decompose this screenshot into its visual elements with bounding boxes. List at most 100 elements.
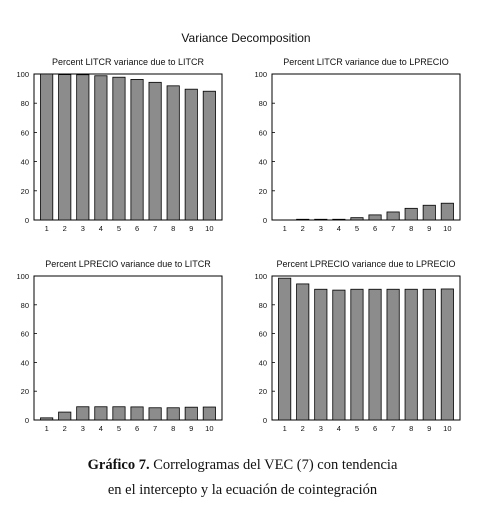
y-tick-label: 60: [21, 128, 29, 137]
x-tick-label: 2: [63, 424, 67, 433]
figure-caption-text1: Correlogramas del VEC (7) con tendencia: [153, 457, 398, 473]
bar: [166, 85, 180, 221]
chart-panel-1: Percent LITCR variance due to LITCR 0 20 40…: [16, 57, 223, 233]
bar: [314, 288, 328, 421]
y-tick-label: 60: [259, 330, 267, 339]
chart-panel-2: Percent LITCR variance due to LPRECIO 0 20…: [254, 57, 461, 233]
x-tick-label: 4: [99, 424, 103, 433]
y-tick-label: 20: [21, 187, 29, 196]
bar: [148, 81, 162, 221]
x-tick-label: 5: [117, 224, 121, 233]
bar: [332, 289, 346, 421]
bar: [130, 406, 144, 421]
bar: [94, 75, 108, 221]
x-tick-label: 3: [81, 224, 85, 233]
bar: [332, 218, 346, 221]
bar: [386, 288, 400, 421]
x-tick-label: 9: [189, 424, 193, 433]
figure-caption-label: Gráfico 7.: [87, 457, 150, 473]
x-tick-label: 7: [153, 224, 157, 233]
bar: [130, 79, 144, 221]
x-tick-label: 9: [189, 224, 193, 233]
bar: [368, 214, 382, 221]
bar: [440, 202, 454, 221]
x-tick-label: 4: [99, 224, 103, 233]
chart-title: Percent LITCR variance due to LITCR: [52, 57, 205, 67]
x-tick-label: 8: [409, 224, 413, 233]
bar: [58, 74, 72, 221]
x-tick-label: 1: [45, 224, 49, 233]
x-tick-label: 6: [373, 424, 377, 433]
bar: [202, 406, 216, 421]
bar: [40, 417, 54, 421]
figure-caption-line1: Gráfico 7. Correlogramas del VEC (7) con…: [0, 457, 485, 474]
y-tick-label: 20: [259, 187, 267, 196]
bar: [404, 288, 418, 421]
bar: [112, 406, 126, 421]
y-tick-label: 0: [263, 216, 267, 225]
x-tick-label: 9: [427, 424, 431, 433]
y-tick-label: 40: [259, 358, 267, 367]
y-tick-label: 80: [259, 99, 267, 108]
x-tick-label: 5: [355, 224, 359, 233]
bar: [148, 407, 162, 421]
x-tick-label: 1: [283, 424, 287, 433]
x-tick-label: 10: [205, 424, 213, 433]
bar: [76, 406, 90, 421]
bar: [404, 207, 418, 221]
plot-frame: [271, 275, 461, 421]
y-tick-label: 20: [21, 387, 29, 396]
x-tick-label: 4: [337, 224, 341, 233]
y-tick-label: 100: [16, 272, 29, 281]
x-tick-label: 2: [63, 224, 67, 233]
y-tick-label: 0: [25, 216, 29, 225]
x-tick-label: 5: [355, 424, 359, 433]
x-tick-label: 6: [135, 424, 139, 433]
chart-panel-3: Percent LPRECIO variance due to LITCR 0 20…: [16, 259, 223, 433]
bar: [76, 74, 90, 221]
x-tick-label: 3: [319, 424, 323, 433]
y-tick-label: 40: [259, 158, 267, 167]
y-tick-label: 100: [16, 70, 29, 79]
plot-frame: [33, 275, 223, 421]
bar: [314, 218, 328, 221]
x-tick-label: 7: [391, 424, 395, 433]
bar: [278, 277, 292, 421]
bar: [112, 76, 126, 221]
x-tick-label: 7: [153, 424, 157, 433]
y-tick-label: 20: [259, 387, 267, 396]
chart-panels: Percent LITCR variance due to LITCR02040…: [16, 57, 461, 433]
y-tick-label: 40: [21, 158, 29, 167]
bar: [368, 288, 382, 421]
chart-panel-4: Percent LPRECIO variance due to LPRECIO 0…: [254, 259, 461, 433]
bar: [422, 204, 436, 221]
x-tick-label: 2: [301, 224, 305, 233]
y-tick-label: 0: [25, 416, 29, 425]
bar: [350, 217, 364, 221]
y-tick-label: 80: [21, 99, 29, 108]
x-tick-label: 6: [373, 224, 377, 233]
x-tick-label: 5: [117, 424, 121, 433]
bar: [184, 88, 198, 221]
x-tick-label: 8: [171, 424, 175, 433]
x-tick-label: 10: [205, 224, 213, 233]
variance-decomposition-figure: Variance Decomposition Percent LITCR var…: [16, 31, 461, 433]
y-tick-label: 60: [259, 128, 267, 137]
plot-frame: [271, 73, 461, 221]
y-tick-label: 100: [254, 272, 267, 281]
bar: [94, 406, 108, 421]
x-tick-label: 3: [319, 224, 323, 233]
y-tick-label: 100: [254, 70, 267, 79]
bar: [296, 218, 310, 221]
bar: [184, 406, 198, 421]
x-tick-label: 2: [301, 424, 305, 433]
figure-caption-line2: en el intercepto y la ecuación de cointe…: [107, 482, 378, 498]
bar: [202, 90, 216, 221]
bar: [386, 211, 400, 221]
bar: [166, 407, 180, 421]
x-tick-label: 7: [391, 224, 395, 233]
x-tick-label: 4: [337, 424, 341, 433]
bar: [422, 288, 436, 421]
x-tick-label: 3: [81, 424, 85, 433]
figure-title: Variance Decomposition: [181, 31, 310, 45]
